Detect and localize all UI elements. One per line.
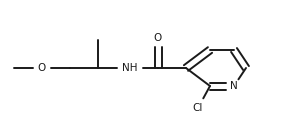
Text: Cl: Cl xyxy=(193,103,203,113)
Text: NH: NH xyxy=(122,63,138,73)
Text: N: N xyxy=(230,81,238,91)
Text: O: O xyxy=(154,33,162,43)
Text: O: O xyxy=(38,63,46,73)
